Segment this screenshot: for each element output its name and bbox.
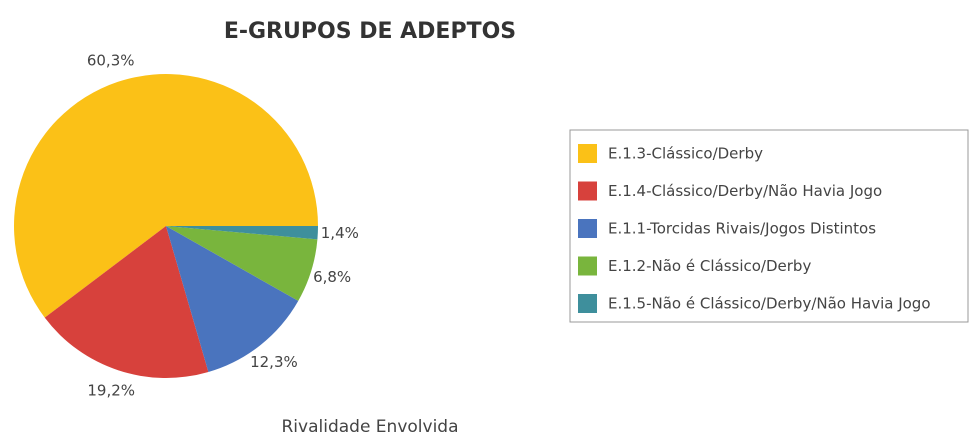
legend-box — [569, 129, 969, 323]
pie-slice — [166, 226, 299, 372]
data-label: 6,8% — [313, 268, 351, 286]
legend-label: E.1.2-Não é Clássico/Derby — [608, 257, 811, 275]
legend-swatch — [578, 181, 597, 201]
chart-title: E-GRUPOS DE ADEPTOS — [224, 19, 516, 44]
legend-title: Rivalidade Envolvida — [281, 417, 458, 437]
legend-swatch — [578, 219, 597, 238]
data-label: 12,3% — [250, 353, 298, 371]
legend-label: E.1.5-Não é Clássico/Derby/Não Havia Jog… — [608, 295, 931, 313]
pie-slice — [44, 226, 209, 378]
data-label: 19,2% — [87, 382, 135, 400]
legend-swatch — [578, 144, 597, 163]
legend-label: E.1.3-Clássico/Derby — [608, 145, 763, 163]
legend-label: E.1.1-Torcidas Rivais/Jogos Distintos — [608, 220, 876, 238]
legend-swatch — [578, 256, 597, 276]
data-label: 60,3% — [87, 52, 135, 70]
legend-swatch — [578, 294, 597, 313]
legend-label: E.1.4-Clássico/Derby/Não Havia Jogo — [608, 182, 882, 200]
pie-slice — [166, 226, 318, 301]
pie-slice — [166, 226, 318, 240]
data-label: 1,4% — [321, 224, 359, 242]
pie-slice — [14, 74, 319, 318]
